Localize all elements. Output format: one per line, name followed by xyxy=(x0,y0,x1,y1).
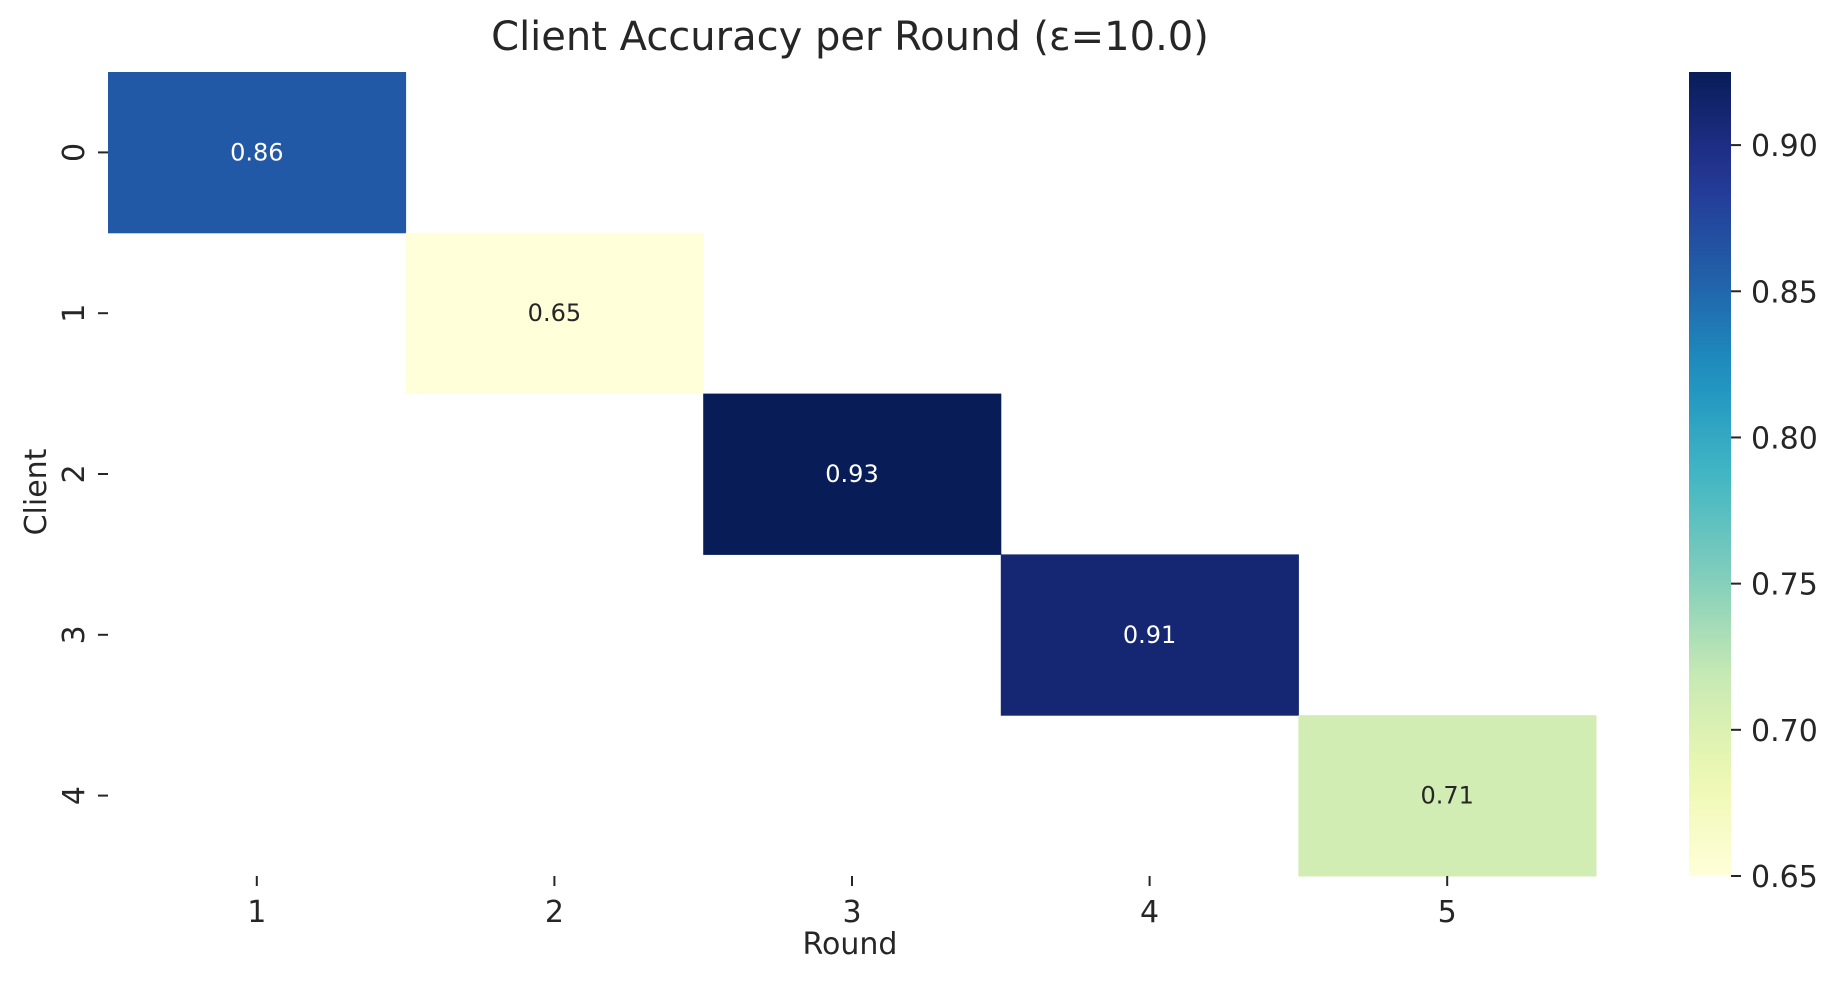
x-tick-label: 4 xyxy=(1140,895,1159,930)
cell-value-label: 0.65 xyxy=(528,299,581,327)
y-tick-label: 3 xyxy=(57,625,92,644)
x-axis-label: Round xyxy=(803,927,898,962)
cell-value-label: 0.93 xyxy=(825,460,878,488)
y-tick-label: 0 xyxy=(57,143,92,162)
x-tick-label: 5 xyxy=(1438,895,1457,930)
chart-title: Client Accuracy per Round (ε=10.0) xyxy=(491,14,1209,60)
colorbar-gradient xyxy=(1689,72,1731,876)
heatmap-cells: 0.86 0.65 0.93 0.91 0.71 xyxy=(108,72,1597,877)
y-tick-label: 4 xyxy=(57,786,92,805)
y-axis-label: Client xyxy=(19,448,54,535)
colorbar-tick-label: 0.70 xyxy=(1751,714,1818,749)
cell-value-label: 0.91 xyxy=(1123,621,1176,649)
x-tick-label: 1 xyxy=(247,895,266,930)
heatmap-cell xyxy=(108,72,407,234)
colorbar-tick-label: 0.65 xyxy=(1751,860,1818,895)
y-tick-label: 2 xyxy=(57,464,92,483)
heatmap-cell xyxy=(405,232,704,395)
x-axis: 1 2 3 4 5 xyxy=(247,876,1457,930)
colorbar: 0.65 0.70 0.75 0.80 0.85 0.90 xyxy=(1689,72,1818,895)
x-tick-label: 3 xyxy=(842,895,861,930)
colorbar-tick-label: 0.85 xyxy=(1751,275,1818,310)
colorbar-tick-label: 0.80 xyxy=(1751,421,1818,456)
heatmap-cell xyxy=(1000,554,1299,716)
y-tick-label: 1 xyxy=(57,304,92,323)
heatmap-cell xyxy=(1298,715,1597,877)
cell-value-label: 0.86 xyxy=(230,138,283,166)
colorbar-tick-label: 0.90 xyxy=(1751,129,1818,164)
heatmap-cell xyxy=(703,393,1002,555)
y-axis: 0 1 2 3 4 xyxy=(57,143,108,805)
x-tick-label: 2 xyxy=(545,895,564,930)
cell-value-label: 0.71 xyxy=(1420,782,1473,810)
colorbar-tick-label: 0.75 xyxy=(1751,568,1818,603)
